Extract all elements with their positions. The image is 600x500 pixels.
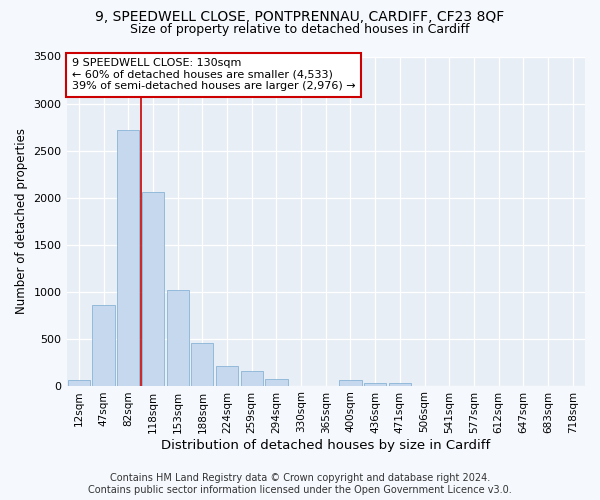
Y-axis label: Number of detached properties: Number of detached properties <box>15 128 28 314</box>
Bar <box>340 380 362 386</box>
Text: Size of property relative to detached houses in Cardiff: Size of property relative to detached ho… <box>130 22 470 36</box>
Bar <box>167 290 189 386</box>
Text: 9 SPEEDWELL CLOSE: 130sqm
← 60% of detached houses are smaller (4,533)
39% of se: 9 SPEEDWELL CLOSE: 130sqm ← 60% of detac… <box>72 58 355 92</box>
X-axis label: Distribution of detached houses by size in Cardiff: Distribution of detached houses by size … <box>161 440 490 452</box>
Bar <box>92 304 115 386</box>
Text: Contains HM Land Registry data © Crown copyright and database right 2024.
Contai: Contains HM Land Registry data © Crown c… <box>88 474 512 495</box>
Text: 9, SPEEDWELL CLOSE, PONTPRENNAU, CARDIFF, CF23 8QF: 9, SPEEDWELL CLOSE, PONTPRENNAU, CARDIFF… <box>95 10 505 24</box>
Bar <box>241 371 263 386</box>
Bar <box>364 382 386 386</box>
Bar <box>389 382 411 386</box>
Bar <box>117 130 139 386</box>
Bar <box>216 366 238 386</box>
Bar <box>68 380 90 386</box>
Bar <box>265 379 287 386</box>
Bar <box>142 192 164 386</box>
Bar <box>191 344 214 386</box>
